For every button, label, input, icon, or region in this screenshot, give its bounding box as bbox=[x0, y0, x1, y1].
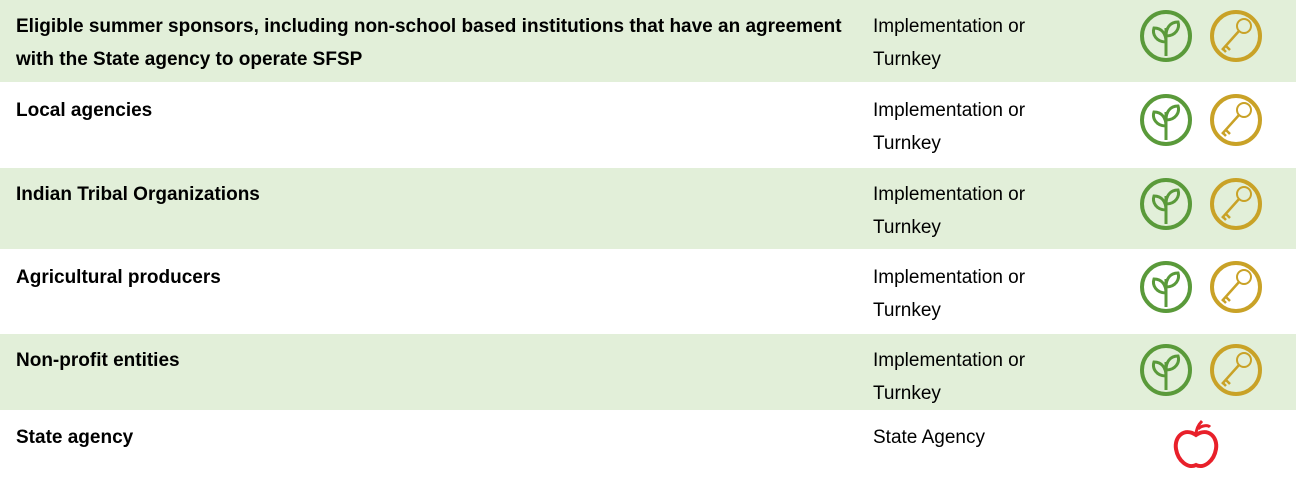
entity: Local agencies bbox=[16, 100, 153, 121]
icons bbox=[1140, 94, 1262, 146]
table-row: Indian Tribal Organizations Implementati… bbox=[0, 168, 1296, 249]
entity: Agricultural producers bbox=[16, 267, 221, 288]
entity: State agency bbox=[16, 427, 134, 448]
entity: Non-profit entities bbox=[16, 350, 180, 371]
table-row: Local agencies Implementation or Turnkey bbox=[0, 84, 1296, 166]
type: Implementation or Turnkey bbox=[873, 350, 1026, 404]
icons bbox=[1140, 261, 1262, 313]
type: State Agency bbox=[873, 427, 985, 448]
type: Implementation or Turnkey bbox=[873, 16, 1026, 70]
type: Implementation or Turnkey bbox=[873, 267, 1026, 321]
icons bbox=[1140, 344, 1262, 396]
icons bbox=[1140, 10, 1262, 62]
type: Implementation or Turnkey bbox=[873, 100, 1026, 154]
type: Implementation or Turnkey bbox=[873, 184, 1026, 238]
icons bbox=[1140, 178, 1262, 230]
entity: Eligible summer sponsors, including non-… bbox=[16, 16, 842, 70]
table-row: State agency State Agency bbox=[0, 411, 1296, 480]
apple-icon bbox=[1173, 419, 1219, 469]
table-row: Non-profit entities Implementation or Tu… bbox=[0, 334, 1296, 410]
table-row: Eligible summer sponsors, including non-… bbox=[0, 0, 1296, 82]
entity: Indian Tribal Organizations bbox=[16, 184, 260, 205]
table-row: Agricultural producers Implementation or… bbox=[0, 251, 1296, 332]
